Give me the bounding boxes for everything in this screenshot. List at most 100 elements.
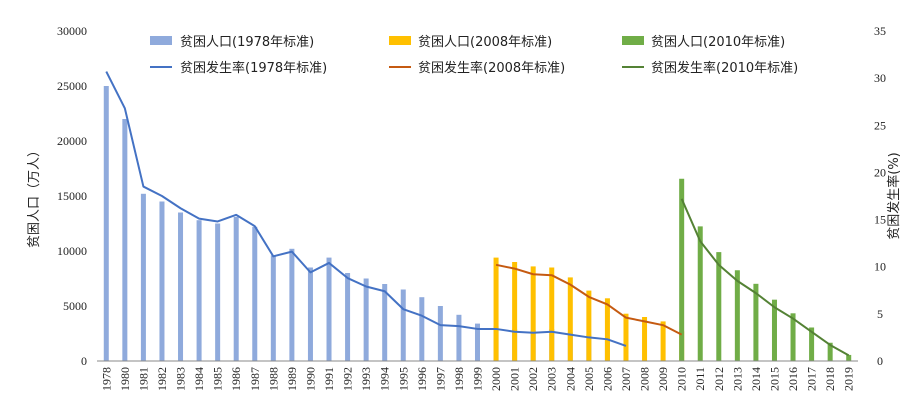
bar-2018-series-3 xyxy=(827,342,833,361)
bar-2002-series-2 xyxy=(530,266,536,361)
bar-1994-series-1 xyxy=(382,284,388,361)
x-tick-label: 2006 xyxy=(600,367,614,391)
x-tick-label: 2000 xyxy=(489,367,503,391)
x-tick-label: 1998 xyxy=(452,367,466,391)
x-tick-label: 1993 xyxy=(359,367,373,391)
legend-label-line-1978: 贫困发生率(1978年标准) xyxy=(180,60,327,76)
legend-label-line-2008: 贫困发生率(2008年标准) xyxy=(418,60,565,76)
legend-label-bar-2010: 贫困人口(2010年标准) xyxy=(651,34,785,50)
x-tick-label: 1978 xyxy=(99,367,113,391)
bar-2017-series-3 xyxy=(809,327,815,361)
x-tick-label: 2011 xyxy=(693,367,707,391)
legend-swatch-bar-2010 xyxy=(622,36,644,45)
y-tick-label: 30000 xyxy=(57,24,87,38)
x-tick-label: 1999 xyxy=(471,367,485,391)
legend-label-bar-1978: 贫困人口(1978年标准) xyxy=(180,34,314,50)
x-tick-label: 2015 xyxy=(767,367,781,391)
x-tick-label: 2016 xyxy=(786,367,800,391)
bar-1981-series-1 xyxy=(140,193,146,361)
bar-1989-series-1 xyxy=(289,248,295,361)
bar-1990-series-1 xyxy=(307,267,313,361)
y2-axis-title: 贫困发生率(%) xyxy=(886,152,902,240)
x-tick-label: 1985 xyxy=(211,367,225,391)
x-tick-label: 2013 xyxy=(730,367,744,391)
bar-2014-series-3 xyxy=(753,283,759,361)
x-tick-label: 2003 xyxy=(545,367,559,391)
x-tick-label: 2007 xyxy=(619,367,633,391)
y-tick-label: 15000 xyxy=(57,189,87,203)
bar-2016-series-3 xyxy=(790,313,796,361)
x-tick-label: 1988 xyxy=(266,367,280,391)
y-axis-right: 0 5 10 15 20 25 30 35 xyxy=(874,24,886,368)
bar-1984-series-1 xyxy=(196,220,202,361)
legend-swatch-bar-1978 xyxy=(150,36,172,45)
bar-2001-series-2 xyxy=(512,262,518,361)
bar-2003-series-2 xyxy=(549,267,555,361)
x-tick-label: 2017 xyxy=(805,367,819,391)
bar-1993-series-1 xyxy=(363,278,369,361)
x-tick-label: 1995 xyxy=(396,367,410,391)
legend-label-bar-2008: 贫困人口(2008年标准) xyxy=(418,34,552,50)
x-tick-label: 1992 xyxy=(341,367,355,391)
x-tick-label: 2018 xyxy=(823,367,837,391)
bar-1986-series-1 xyxy=(233,216,239,361)
y2-tick-label: 5 xyxy=(877,307,883,321)
y2-tick-label: 15 xyxy=(874,213,886,227)
bar-1998-series-1 xyxy=(456,314,462,361)
x-tick-label: 1990 xyxy=(303,367,317,391)
y-tick-label: 10000 xyxy=(57,244,87,258)
bar-2008-series-2 xyxy=(642,317,648,361)
x-tick-label: 1991 xyxy=(322,367,336,391)
line-series-1 xyxy=(105,71,627,347)
bar-1980-series-1 xyxy=(122,119,128,361)
bar-2006-series-2 xyxy=(604,298,610,361)
x-tick-label: 1987 xyxy=(248,367,262,391)
y2-tick-label: 20 xyxy=(874,165,886,179)
bar-1996-series-1 xyxy=(419,297,425,361)
x-axis-ticks: 1978 1980 1981 1982 1983 1984 1985 1986 1987 1988… xyxy=(99,367,855,391)
y-tick-label: 0 xyxy=(81,354,87,368)
bar-1987-series-1 xyxy=(252,226,258,361)
x-tick-label: 2004 xyxy=(563,367,577,391)
bar-1988-series-1 xyxy=(270,255,276,361)
bar-2007-series-2 xyxy=(623,313,629,361)
line-series-3 xyxy=(680,198,850,357)
bar-2009-series-2 xyxy=(660,321,666,361)
line-layer xyxy=(105,71,850,357)
x-tick-label: 1996 xyxy=(415,367,429,391)
line-series-2 xyxy=(495,263,683,336)
bar-1983-series-1 xyxy=(178,212,184,361)
y-tick-label: 25000 xyxy=(57,79,87,93)
y2-tick-label: 30 xyxy=(874,71,886,85)
bar-1995-series-1 xyxy=(400,289,406,361)
bar-1997-series-1 xyxy=(437,306,443,361)
y-tick-label: 20000 xyxy=(57,134,87,148)
x-tick-label: 2019 xyxy=(842,367,856,391)
y-axis-left: 0 5000 10000 15000 20000 25000 30000 xyxy=(57,24,87,368)
bar-2015-series-3 xyxy=(771,299,777,361)
bar-1982-series-1 xyxy=(159,201,165,361)
bar-2012-series-3 xyxy=(716,252,722,361)
bar-2004-series-2 xyxy=(567,277,573,361)
y-axis-title: 贫困人口（万人） xyxy=(26,144,42,248)
x-tick-label: 2002 xyxy=(526,367,540,391)
legend-label-line-2010: 贫困发生率(2010年标准) xyxy=(651,60,798,76)
x-tick-label: 1997 xyxy=(433,367,447,391)
x-tick-label: 1994 xyxy=(378,367,392,391)
legend: 贫困人口(1978年标准) 贫困人口(2008年标准) 贫困人口(2010年标准… xyxy=(150,34,798,76)
bar-1991-series-1 xyxy=(326,257,332,361)
x-tick-label: 2001 xyxy=(508,367,522,391)
bar-2010-series-3 xyxy=(679,178,685,361)
y2-tick-label: 0 xyxy=(877,354,883,368)
bar-2005-series-2 xyxy=(586,290,592,361)
y2-tick-label: 35 xyxy=(874,24,886,38)
x-tick-label: 2009 xyxy=(656,367,670,391)
x-tick-label: 1989 xyxy=(285,367,299,391)
y2-tick-label: 25 xyxy=(874,118,886,132)
bar-1992-series-1 xyxy=(345,273,351,361)
bar-2013-series-3 xyxy=(734,270,740,361)
x-tick-label: 2008 xyxy=(638,367,652,391)
x-tick-label: 1983 xyxy=(174,367,188,391)
bar-1999-series-1 xyxy=(474,323,480,361)
